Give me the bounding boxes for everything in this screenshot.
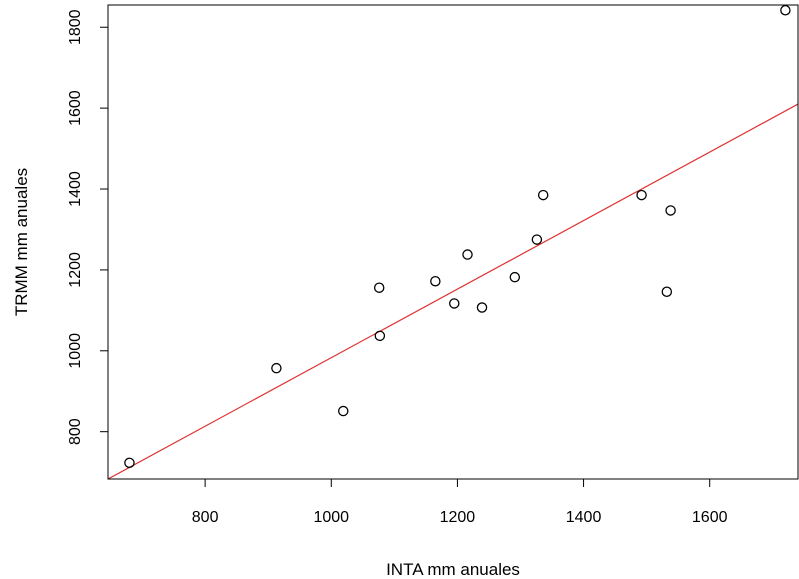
- data-point: [636, 189, 647, 201]
- y-tick-label: 1800: [67, 9, 84, 45]
- data-point: [271, 362, 282, 374]
- x-tick-label: 800: [192, 509, 219, 526]
- data-point: [338, 405, 349, 417]
- plot-frame: [107, 4, 799, 480]
- x-tick-label: 1400: [566, 509, 602, 526]
- data-point: [665, 205, 676, 216]
- x-axis-label: INTA mm anuales: [386, 560, 520, 579]
- y-tick-label: 1400: [67, 171, 84, 207]
- y-tick-label: 1600: [67, 90, 84, 126]
- x-tick-label: 1000: [313, 509, 349, 526]
- data-point: [780, 5, 791, 16]
- y-axis-label: TRMM mm anuales: [12, 168, 31, 316]
- x-tick-label: 1200: [440, 509, 476, 526]
- y-tick-label: 800: [67, 418, 84, 445]
- data-point: [373, 282, 385, 293]
- y-tick-label: 1000: [67, 333, 84, 369]
- x-tick-label: 1600: [692, 509, 728, 526]
- y-tick-label: 1200: [67, 252, 84, 288]
- data-points-layer: [124, 5, 791, 469]
- data-point: [476, 302, 488, 313]
- data-point: [430, 275, 441, 287]
- regression-line-layer: [107, 103, 799, 480]
- y-axis-label-group: TRMM mm anuales: [12, 168, 31, 316]
- data-point: [661, 286, 673, 297]
- regression-line: [107, 103, 799, 480]
- data-point: [531, 234, 543, 245]
- x-axis-ticks: 800 1000 1200 1400 1600: [192, 479, 728, 526]
- y-axis-ticks: 800 1000 1200 1400 1600 1800: [67, 9, 108, 445]
- data-point: [374, 330, 386, 342]
- data-point: [462, 249, 473, 260]
- data-point: [449, 298, 460, 309]
- data-point: [124, 457, 135, 469]
- data-point: [509, 271, 521, 283]
- data-point: [537, 189, 549, 201]
